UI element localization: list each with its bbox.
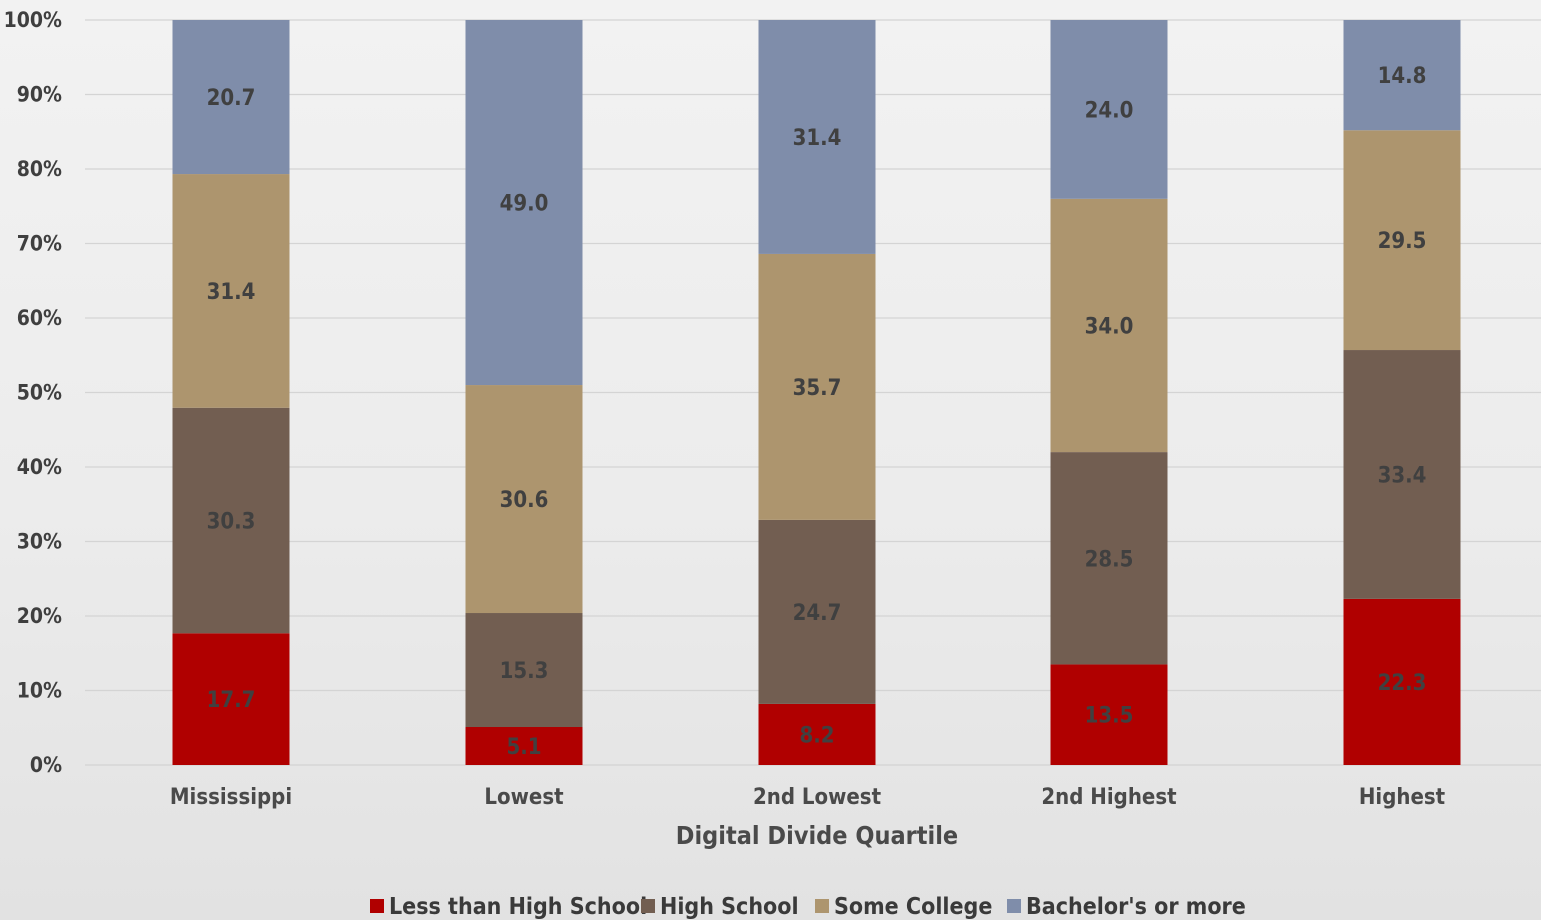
data-label: 20.7 <box>207 86 256 111</box>
data-label: 15.3 <box>500 659 549 684</box>
data-label: 28.5 <box>1085 547 1134 572</box>
legend-label: Bachelor's or more <box>1026 894 1246 920</box>
y-tick-label: 10% <box>17 679 62 703</box>
bar-segment <box>172 633 290 765</box>
data-label: 31.4 <box>207 280 256 305</box>
x-category-label: 2nd Highest <box>1041 785 1177 810</box>
legend-swatch <box>370 899 384 913</box>
x-category-label: Mississippi <box>170 785 292 810</box>
x-category-label: Lowest <box>484 785 564 810</box>
legend-label: Less than High School <box>389 894 647 920</box>
bar-segment <box>1343 130 1461 351</box>
x-axis-title: Digital Divide Quartile <box>676 821 958 850</box>
legend-swatch <box>1007 899 1021 913</box>
y-tick-label: 80% <box>17 157 62 181</box>
data-label: 31.4 <box>793 126 842 151</box>
bar-segment <box>758 253 876 520</box>
bar-segment <box>1343 350 1461 599</box>
data-label: 34.0 <box>1085 314 1134 339</box>
data-label: 22.3 <box>1378 671 1427 696</box>
bar-segment <box>1343 20 1461 131</box>
bar-segment <box>172 174 290 408</box>
data-labels: 17.7 30.3 31.4 20.7 5.1 15.3 30.6 49.0 8.2 24.7 35… <box>207 64 1427 760</box>
data-label: 14.8 <box>1378 64 1427 89</box>
data-label: 13.5 <box>1085 704 1134 729</box>
y-tick-label: 50% <box>17 381 62 405</box>
bar-segment <box>1050 664 1168 765</box>
bar-segment <box>1050 452 1168 665</box>
data-label: 49.0 <box>500 192 549 217</box>
data-label: 24.0 <box>1085 98 1134 123</box>
data-label: 30.6 <box>500 488 549 513</box>
bar-segment <box>465 20 583 386</box>
bars <box>172 20 1461 765</box>
y-tick-label: 90% <box>17 83 62 107</box>
bar-segment <box>1050 198 1168 453</box>
legend-swatch <box>641 899 655 913</box>
x-category-label: Highest <box>1359 785 1446 810</box>
legend-swatch <box>815 899 829 913</box>
bar-segment <box>758 703 876 765</box>
legend: Less than High School High School Some Col… <box>370 894 1246 920</box>
data-label: 8.2 <box>799 723 834 748</box>
y-tick-label: 70% <box>17 232 62 256</box>
data-label: 35.7 <box>793 376 842 401</box>
bar-segment <box>1343 598 1461 765</box>
x-axis-category-labels: Mississippi Lowest 2nd Lowest 2nd Highest Hi… <box>170 785 1446 810</box>
y-axis-tick-labels: 0% 10% 20% 30% 40% 50% 60% 70% 80% 90% 100% <box>4 8 62 777</box>
bar-segment <box>172 407 290 634</box>
bar-segment <box>465 727 583 765</box>
bar-segment <box>1050 20 1168 199</box>
data-label: 33.4 <box>1378 463 1427 488</box>
legend-label: High School <box>660 894 799 920</box>
data-label: 29.5 <box>1378 229 1427 254</box>
bar-segment <box>465 613 583 728</box>
data-label: 5.1 <box>506 735 541 760</box>
data-label: 30.3 <box>207 510 256 535</box>
bar-segment <box>758 20 876 254</box>
y-tick-label: 0% <box>30 753 62 777</box>
x-category-label: 2nd Lowest <box>753 785 882 810</box>
y-tick-label: 60% <box>17 306 62 330</box>
y-tick-label: 100% <box>4 8 62 32</box>
data-label: 17.7 <box>207 688 256 713</box>
bar-segment <box>172 20 290 175</box>
y-tick-label: 20% <box>17 604 62 628</box>
legend-label: Some College <box>834 894 992 920</box>
data-label: 24.7 <box>793 601 842 626</box>
bar-segment <box>465 385 583 614</box>
y-tick-label: 30% <box>17 530 62 554</box>
bar-segment <box>758 519 876 704</box>
y-tick-label: 40% <box>17 455 62 479</box>
